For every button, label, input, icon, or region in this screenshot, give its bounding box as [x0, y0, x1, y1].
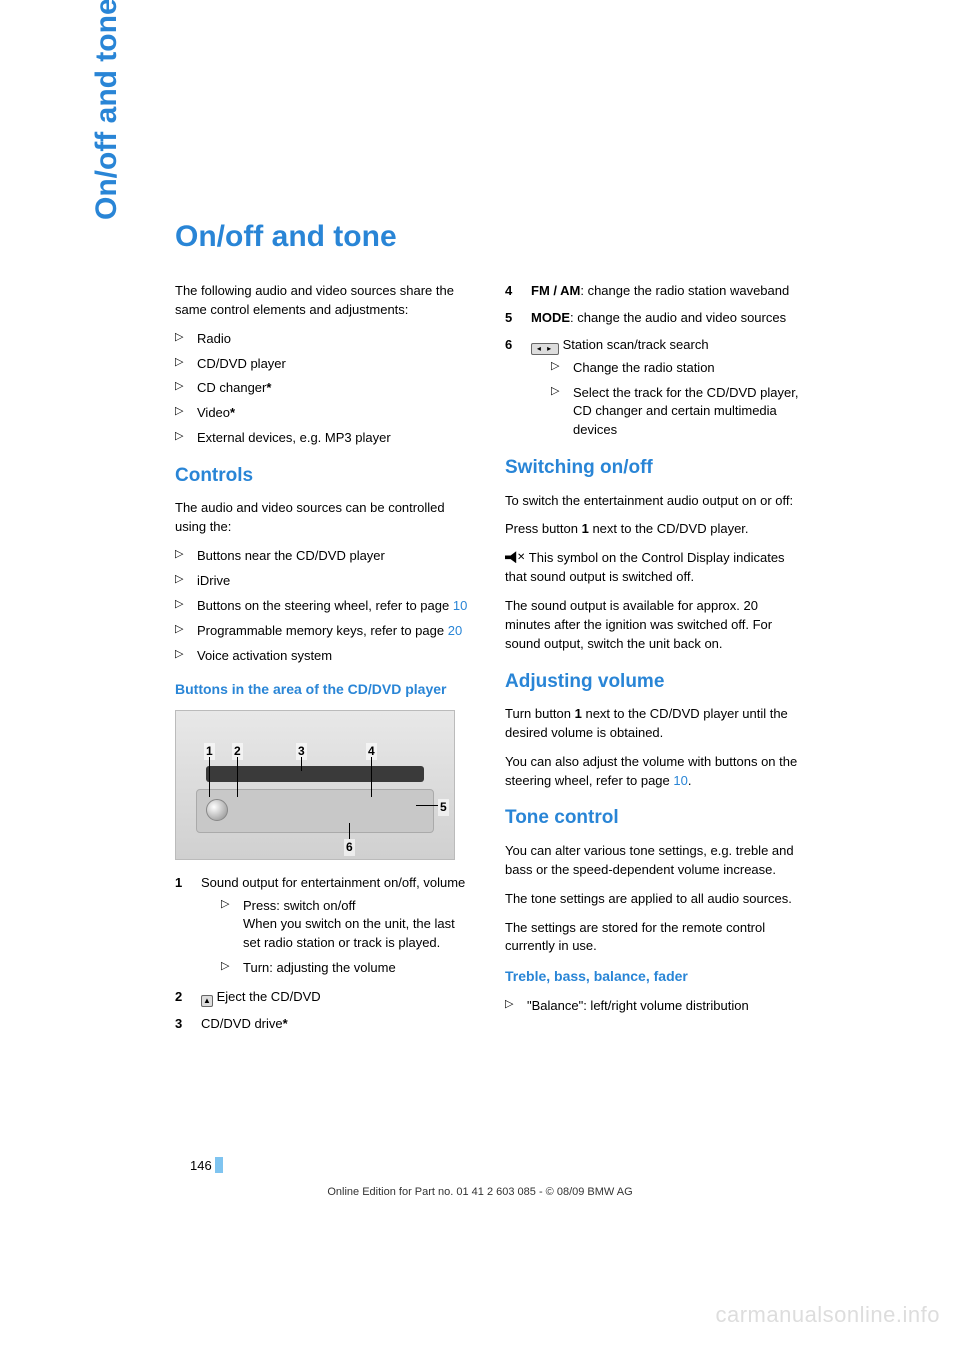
page-number: 146: [190, 1157, 223, 1173]
legend-list-right: 4 FM / AM: change the radio station wave…: [505, 282, 805, 440]
sources-list: Radio CD/DVD player CD changer* Video* E…: [175, 330, 475, 448]
body-text: The settings are stored for the remote c…: [505, 919, 805, 957]
intro-text: The following audio and video sources sh…: [175, 282, 475, 320]
column-right: 4 FM / AM: change the radio station wave…: [505, 282, 805, 1044]
controls-list: Buttons near the CD/DVD player iDrive Bu…: [175, 547, 475, 665]
tone-heading: Tone control: [505, 804, 805, 832]
list-item: Buttons on the steering wheel, refer to …: [175, 597, 475, 616]
body-text: You can also adjust the volume with butt…: [505, 753, 805, 791]
page-ref-link[interactable]: 10: [453, 598, 467, 613]
list-item: Press: switch on/off When you switch on …: [221, 897, 475, 954]
legend-item: 3 CD/DVD drive*: [175, 1015, 475, 1034]
legend-item: 4 FM / AM: change the radio station wave…: [505, 282, 805, 301]
list-item: iDrive: [175, 572, 475, 591]
scan-icon: ◂ ▸: [531, 343, 559, 355]
two-column-layout: The following audio and video sources sh…: [175, 282, 900, 1044]
list-item: Turn: adjusting the volume: [221, 959, 475, 978]
list-item: CD/DVD player: [175, 355, 475, 374]
button-panel-graphic: [196, 789, 434, 833]
body-text: The tone settings are applied to all aud…: [505, 890, 805, 909]
cd-dvd-player-figure: 1 2 3 4 5 6: [175, 710, 455, 860]
list-item: Change the radio station: [551, 359, 805, 378]
legend-item: 5 MODE: change the audio and video sourc…: [505, 309, 805, 328]
body-text: You can alter various tone settings, e.g…: [505, 842, 805, 880]
legend-item: 6 ◂ ▸ Station scan/track search Change t…: [505, 336, 805, 440]
legend-sublist: Change the radio station Select the trac…: [551, 359, 805, 440]
legend-sublist: Press: switch on/off When you switch on …: [221, 897, 475, 978]
list-item: CD changer*: [175, 379, 475, 398]
list-item: Voice activation system: [175, 647, 475, 666]
list-item: "Balance": left/right volume distributio…: [505, 997, 805, 1016]
page-marker-icon: [215, 1157, 223, 1173]
controls-heading: Controls: [175, 462, 475, 490]
list-item: Video*: [175, 404, 475, 423]
buttons-subheading: Buttons in the area of the CD/DVD player: [175, 679, 475, 699]
list-item: External devices, e.g. MP3 player: [175, 429, 475, 448]
page-ref-link[interactable]: 10: [673, 773, 687, 788]
footer-text: Online Edition for Part no. 01 41 2 603 …: [0, 1186, 960, 1198]
body-text: ✕ This symbol on the Control Display ind…: [505, 549, 805, 587]
body-text: To switch the entertainment audio output…: [505, 492, 805, 511]
list-item: Programmable memory keys, refer to page …: [175, 622, 475, 641]
list-item: Buttons near the CD/DVD player: [175, 547, 475, 566]
page-ref-link[interactable]: 20: [448, 623, 462, 638]
watermark: carmanualsonline.info: [715, 1302, 940, 1328]
legend-list-left: 1 Sound output for entertainment on/off,…: [175, 874, 475, 1034]
side-tab-label: On/off and tone: [90, 0, 124, 220]
tone-subheading: Treble, bass, balance, fader: [505, 966, 805, 986]
body-text: The sound output is available for approx…: [505, 597, 805, 654]
body-text: Turn button 1 next to the CD/DVD player …: [505, 705, 805, 743]
volume-knob-graphic: [206, 799, 228, 821]
eject-icon: ▲: [201, 995, 213, 1007]
controls-intro: The audio and video sources can be contr…: [175, 499, 475, 537]
body-text: Press button 1 next to the CD/DVD player…: [505, 520, 805, 539]
manual-page: On/off and tone On/off and tone The foll…: [0, 0, 960, 1358]
tone-list: "Balance": left/right volume distributio…: [505, 997, 805, 1016]
callout-6: 6: [344, 839, 355, 856]
callout-5: 5: [438, 799, 449, 816]
list-item: Radio: [175, 330, 475, 349]
column-left: The following audio and video sources sh…: [175, 282, 475, 1044]
switching-heading: Switching on/off: [505, 454, 805, 482]
list-item: Select the track for the CD/DVD player, …: [551, 384, 805, 441]
legend-item: 2 ▲ Eject the CD/DVD: [175, 988, 475, 1007]
cd-slot-graphic: [206, 766, 424, 782]
volume-heading: Adjusting volume: [505, 668, 805, 696]
legend-item: 1 Sound output for entertainment on/off,…: [175, 874, 475, 978]
page-title: On/off and tone: [175, 220, 900, 254]
